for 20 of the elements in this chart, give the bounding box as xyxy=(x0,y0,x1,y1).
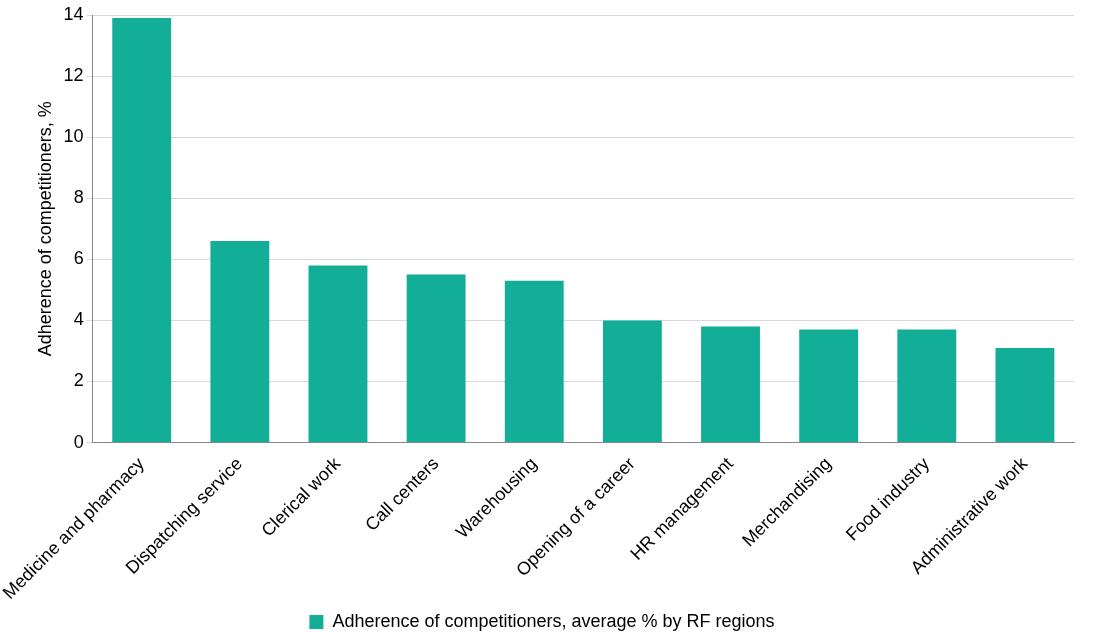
y-tick-label: 2 xyxy=(73,370,84,391)
y-tick-label: 14 xyxy=(63,3,84,24)
bar xyxy=(701,326,760,443)
legend-label: Adherence of competitioners, average % by RF regions xyxy=(332,610,775,631)
y-tick-label: 8 xyxy=(73,187,84,208)
y-tick-label: 10 xyxy=(63,126,84,147)
bar xyxy=(897,329,957,443)
y-tick-label: 12 xyxy=(63,65,84,86)
y-tick-label: 0 xyxy=(73,431,84,452)
bar xyxy=(210,241,270,443)
bar xyxy=(406,274,466,443)
bar xyxy=(602,320,662,443)
bar xyxy=(799,329,859,443)
bar xyxy=(308,265,368,443)
y-tick-label: 6 xyxy=(73,248,84,269)
bar xyxy=(995,347,1055,443)
bar xyxy=(504,280,564,443)
bar xyxy=(112,18,172,443)
y-tick-label: 4 xyxy=(73,309,84,330)
y-axis-title: Adherence of competitioners, % xyxy=(34,101,55,357)
